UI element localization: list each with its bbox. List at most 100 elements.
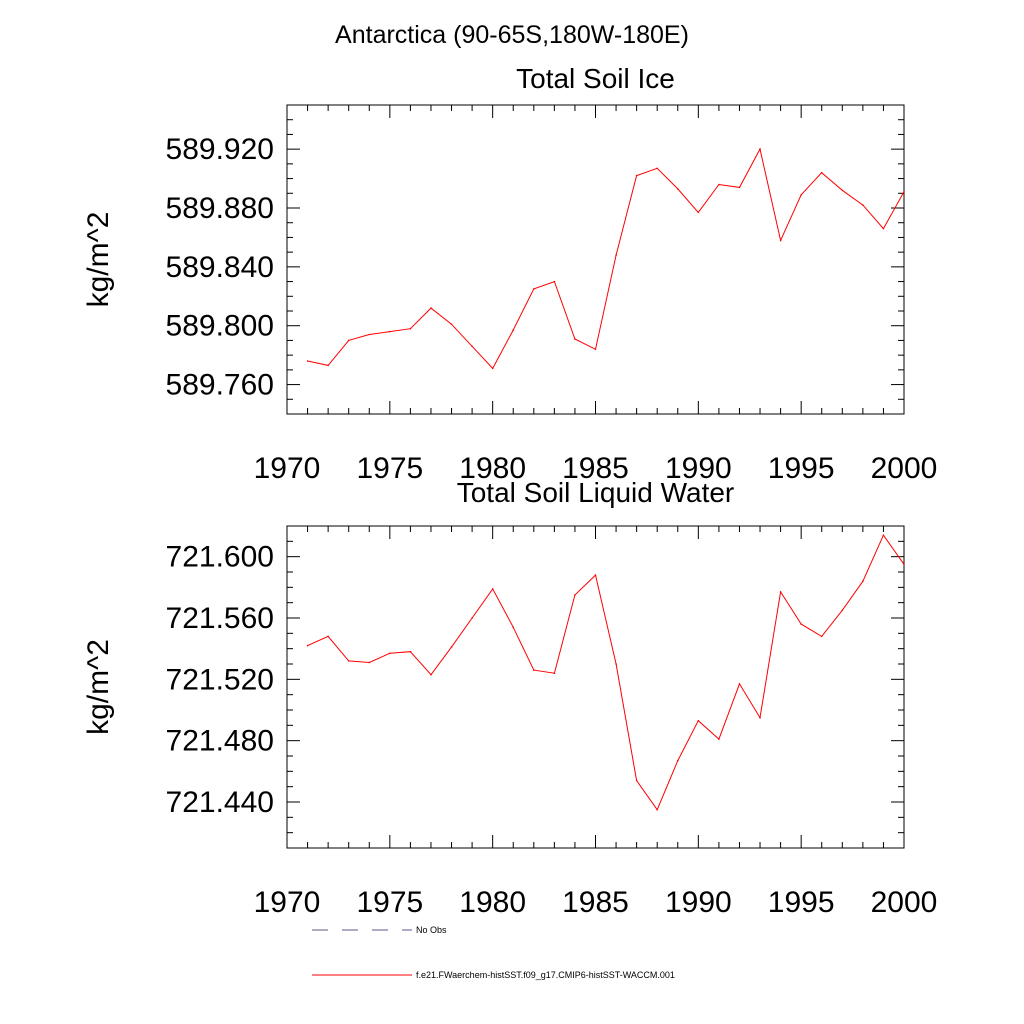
series-line-1 [307,534,905,811]
data-point [718,738,720,740]
data-point [553,672,556,674]
y-tick-label: 589.800 [166,310,274,343]
data-point [347,660,350,662]
x-tick-label: 1975 [356,886,423,919]
data-point [574,594,576,596]
series-line-1 [307,147,905,370]
data-point [389,652,391,655]
legend-item-1: No Obs [312,925,447,935]
x-tick-label: 1990 [665,452,732,485]
data-point [306,360,309,362]
y-tick-label: 589.760 [166,369,274,402]
x-tick-label: 1990 [665,886,732,919]
data-point [615,663,617,665]
y-tick-label: 589.840 [166,251,274,284]
x-tick-label: 2000 [871,452,938,485]
data-point [327,364,329,367]
data-point [409,327,412,330]
data-point [347,339,350,342]
y-tick-label: 589.880 [166,192,274,225]
chart-panel-1: Total Soil Ice kg/m^2 1970 1975 1980 1985 1990… [82,63,937,485]
x-tick-label: 1980 [459,886,526,919]
data-point [738,186,741,189]
legend: No Obs f.e21.FWaerchem-histSST.f09_g17.CM… [312,925,675,980]
data-point [533,288,535,290]
y-tick-label: 721.520 [166,663,274,696]
data-point [471,345,473,348]
data-point [512,329,514,331]
data-point [882,534,885,536]
x-tick-label: 1995 [768,452,835,485]
data-point [594,574,597,576]
data-point [306,644,309,647]
data-point [820,171,823,174]
data-point [841,609,844,612]
chart-panels: Total Soil Ice kg/m^2 1970 1975 1980 1985 1990… [82,63,937,919]
data-point [862,580,864,582]
data-point [759,148,761,150]
y-axis-label: kg/m^2 [82,639,115,735]
data-point [368,333,371,336]
data-point [471,617,473,619]
data-point [491,367,494,370]
data-point [841,189,844,192]
y-tick-label: 721.560 [166,602,274,635]
data-point [862,204,864,206]
data-point [759,716,761,719]
data-point [512,626,514,628]
y-tick-label: 721.480 [166,725,274,758]
data-point [882,227,885,230]
x-tick-label: 1975 [356,452,423,485]
data-point [800,194,802,196]
y-axis-label: kg/m^2 [82,212,115,308]
data-point [738,683,741,685]
data-point [635,779,638,782]
data-point [389,330,391,333]
data-point [718,183,720,186]
data-point [656,167,658,170]
data-point [327,635,329,638]
x-tick-label: 1970 [254,886,321,919]
data-point [697,719,700,722]
data-point [553,280,556,283]
data-point [533,669,535,671]
legend-label: f.e21.FWaerchem-histSST.f09_g17.CMIP6-hi… [416,970,675,980]
x-tick-label: 1985 [562,886,629,919]
y-tick-label: 721.600 [166,541,274,574]
x-tick-label: 1970 [254,452,321,485]
data-point [800,623,802,625]
data-point [450,646,453,648]
data-point [697,211,700,214]
data-point [409,650,412,653]
data-point [903,191,905,193]
y-tick-label: 589.920 [166,133,274,166]
chart-title: Total Soil Ice [516,63,675,94]
y-tick-label: 721.440 [166,786,274,819]
legend-label: No Obs [416,925,447,935]
data-point [430,673,432,676]
data-point [677,759,679,762]
data-point [615,254,617,256]
data-point [594,348,597,351]
data-point [903,563,905,566]
data-point [574,338,576,340]
data-point [430,307,432,309]
data-point [635,174,638,177]
data-point [450,323,453,326]
x-tick-label: 1985 [562,452,629,485]
x-tick-label: 1995 [768,886,835,919]
data-point [779,591,782,593]
x-tick-label: 2000 [871,886,938,919]
legend-item-2: f.e21.FWaerchem-histSST.f09_g17.CMIP6-hi… [312,970,675,980]
data-point [368,661,371,664]
data-point [820,635,823,638]
figure-header: Antarctica (90-65S,180W-180E) [335,21,689,49]
data-point [779,239,782,242]
x-tick-label: 1980 [459,452,526,485]
plot-frame [286,104,905,415]
chart-title: Total Soil Liquid Water [457,477,735,508]
data-point [656,808,658,811]
data-point [677,188,679,190]
chart-panel-2: Total Soil Liquid Water kg/m^2 1970 1975 198… [82,477,937,919]
